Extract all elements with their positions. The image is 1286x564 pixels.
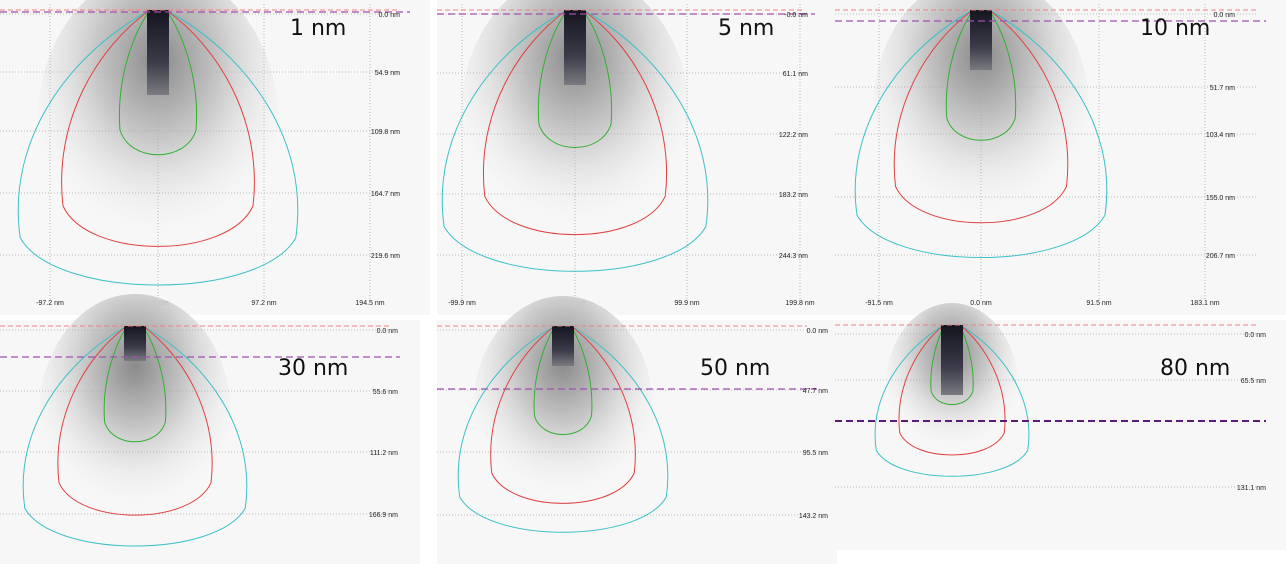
y-tick-label: 51.7 nm (1210, 85, 1235, 92)
y-tick-label: 65.5 nm (1241, 378, 1266, 385)
beam (552, 326, 574, 366)
x-tick-label: -91.5 nm (865, 300, 893, 307)
y-tick-label: 219.6 nm (371, 253, 400, 260)
contour-red (57, 325, 213, 516)
contour-cyan (854, 9, 1108, 259)
y-tick-label: 183.2 nm (779, 192, 808, 199)
beam (564, 10, 586, 85)
panel: 10 nm 0.0 nm 51.7 nm 103.4 nm 155.0 nm 206.7 … (835, 0, 1286, 315)
y-tick-label: 0.0 nm (1214, 12, 1236, 19)
signal-blob (461, 0, 689, 257)
beam (970, 10, 992, 70)
y-tick-label: 0.0 nm (807, 328, 829, 335)
beam (147, 10, 169, 95)
panel: 5 nm -0.0 nm 61.1 nm 122.2 nm 183.2 nm 244.3 … (437, 0, 835, 315)
y-tick-label: 244.3 nm (779, 253, 808, 260)
x-tick-label: 97.2 nm (251, 300, 276, 307)
y-tick-label: 155.0 nm (1206, 195, 1235, 202)
x-tick-label: 0.0 nm (970, 300, 992, 307)
panel-label: 5 nm (718, 16, 774, 41)
x-tick-label: 99.9 nm (674, 300, 699, 307)
panel: 80 nm 0.0 nm 65.5 nm 131.1 nm (835, 303, 1286, 550)
y-tick-label: 131.1 nm (1237, 485, 1266, 492)
y-tick-label: 0.0 nm (377, 328, 399, 335)
contour-cyan (17, 9, 299, 286)
contour-cyan (441, 9, 709, 272)
contour-green (945, 9, 1017, 141)
x-tick-label: 91.5 nm (1086, 300, 1111, 307)
panel: 1 nm 0.0 nm 54.9 nm 109.8 nm 164.7 nm 219.6 n… (0, 0, 430, 315)
contour-red (490, 325, 636, 504)
y-tick-label: 166.9 nm (369, 512, 398, 519)
contour-green (930, 324, 974, 405)
y-tick-label: 0.0 nm (379, 12, 401, 19)
signal-blob (38, 0, 278, 270)
contour-green (103, 325, 167, 443)
y-tick-label: 109.8 nm (371, 129, 400, 136)
x-tick-label: 199.8 nm (785, 300, 814, 307)
contour-cyan (457, 325, 669, 533)
contour-cyan (874, 324, 1030, 477)
beam (941, 325, 963, 395)
y-tick-label: 54.9 nm (375, 70, 400, 77)
y-tick-label: 122.2 nm (779, 132, 808, 139)
y-tick-label: 55.6 nm (373, 389, 398, 396)
panel: 50 nm 0.0 nm 47.7 nm 95.5 nm 143.2 nm (437, 296, 837, 564)
contour-red (61, 9, 255, 247)
panel-label: 10 nm (1140, 16, 1210, 41)
y-tick-label: 103.4 nm (1206, 132, 1235, 139)
y-tick-label: 95.5 nm (803, 450, 828, 457)
contour-green (533, 325, 593, 436)
y-tick-label: -0.0 nm (784, 12, 808, 19)
x-tick-label: 183.1 nm (1190, 300, 1219, 307)
panel-label: 1 nm (290, 16, 346, 41)
panel-label: 80 nm (1160, 356, 1230, 381)
y-tick-label: 61.1 nm (783, 71, 808, 78)
contour-red (898, 324, 1006, 456)
contour-green (118, 9, 198, 156)
y-tick-label: 47.7 nm (803, 388, 828, 395)
panel: 30 nm 0.0 nm 55.6 nm 111.2 nm 166.9 nm (0, 294, 420, 564)
y-tick-label: 164.7 nm (371, 191, 400, 198)
panel-label: 30 nm (278, 356, 348, 381)
y-tick-label: 111.2 nm (370, 450, 398, 457)
contour-red (483, 9, 667, 236)
y-tick-label: 143.2 nm (799, 513, 828, 520)
contour-cyan (22, 325, 248, 547)
beam (124, 326, 146, 361)
y-tick-label: 206.7 nm (1206, 253, 1235, 260)
y-tick-label: 0.0 nm (1245, 332, 1267, 339)
panel-label: 50 nm (700, 356, 770, 381)
x-tick-label: 194.5 nm (355, 300, 384, 307)
contour-red (893, 9, 1069, 224)
x-tick-label: -99.9 nm (448, 300, 476, 307)
contour-green (537, 9, 613, 148)
x-tick-label: -97.2 nm (36, 300, 64, 307)
